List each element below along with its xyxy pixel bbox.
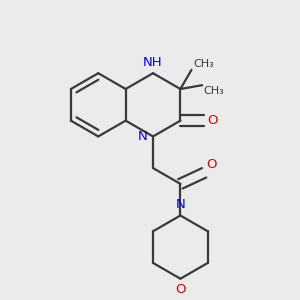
Text: CH₃: CH₃ — [193, 59, 214, 69]
Text: NH: NH — [143, 56, 163, 69]
Text: O: O — [175, 283, 186, 296]
Text: CH₃: CH₃ — [204, 86, 224, 96]
Text: O: O — [206, 158, 217, 171]
Text: O: O — [207, 114, 217, 127]
Text: N: N — [138, 130, 148, 143]
Text: N: N — [176, 199, 185, 212]
